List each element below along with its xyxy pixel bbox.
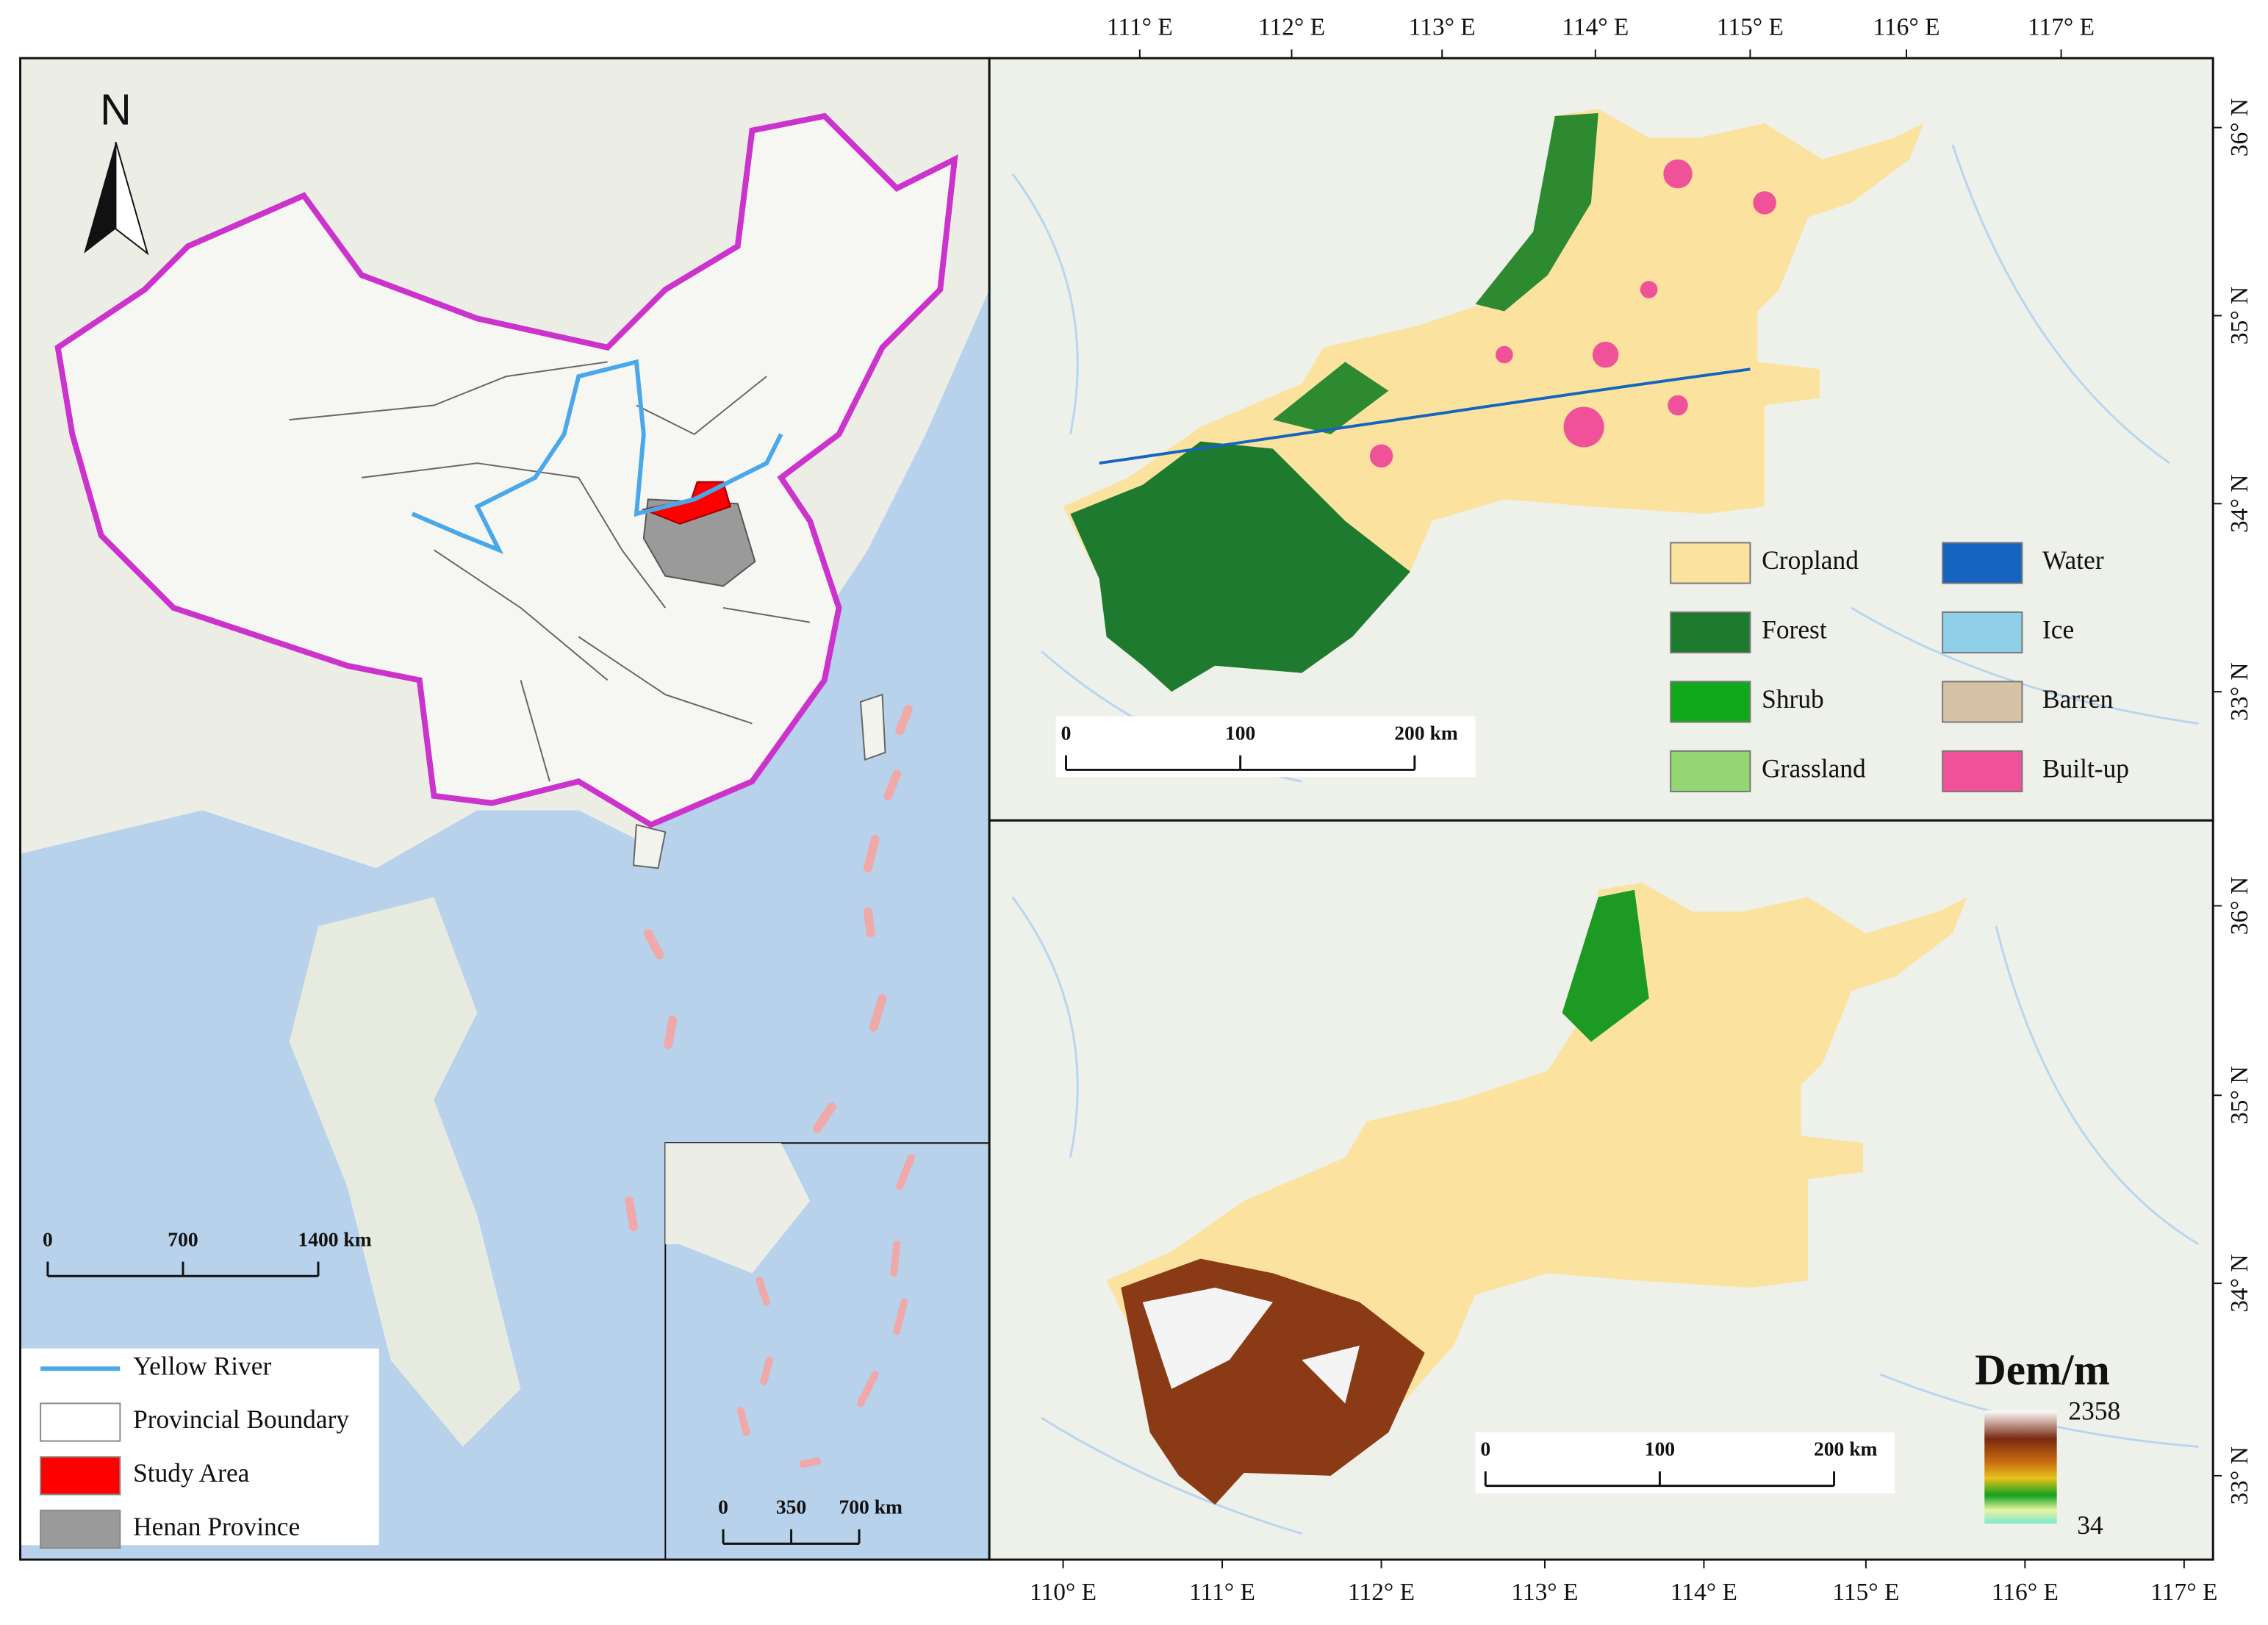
y-axis-label: 34° N [2226, 1254, 2253, 1312]
x-axis-label: 112° E [1348, 1579, 1415, 1606]
x-axis-label: 114° E [1562, 13, 1629, 40]
y-axis-label: 35° N [2226, 287, 2253, 345]
north-label: N [100, 86, 132, 134]
y-axis-label: 34° N [2226, 475, 2253, 533]
yellow-river [411, 359, 783, 554]
legend-label: Study Area [133, 1458, 250, 1488]
y-axis-label: 33° N [2226, 662, 2253, 720]
forest-north [1272, 112, 1598, 434]
x-axis-label: 111° E [1107, 13, 1173, 40]
peaks [1142, 1288, 1360, 1404]
scale-bar-bg [1055, 716, 1476, 778]
y-axis-label: 35° N [2226, 1066, 2253, 1124]
legend-label: Built-up [2042, 754, 2129, 783]
china-outline [54, 112, 958, 828]
y-axis-label: 36° N [2226, 877, 2253, 935]
legend-label: Ice [2042, 615, 2074, 645]
legend-label: Provincial Boundary [133, 1405, 349, 1434]
scale-label: 200 km [1814, 1438, 1878, 1460]
rivers [1011, 144, 2199, 783]
scale-label: 0 [43, 1227, 53, 1250]
legend-label: Forest [1762, 615, 1827, 645]
city [1592, 341, 1619, 368]
x-axis-label: 113° E [1511, 1579, 1578, 1606]
legend-swatch [1942, 681, 2023, 723]
city [1369, 444, 1393, 468]
north-arrow-left [84, 142, 116, 254]
scale-label: 700 [168, 1227, 198, 1250]
taihang-terrain [1562, 889, 1649, 1042]
legend-swatch [40, 1456, 121, 1496]
x-axis-label: 112° E [1258, 13, 1325, 40]
x-axis-label: 117° E [2150, 1579, 2217, 1606]
scale-label: 200 km [1394, 722, 1458, 745]
scale-bar-bg [1475, 1432, 1895, 1493]
legend-label: Cropland [1762, 545, 1859, 575]
city [1663, 159, 1693, 189]
inset-land [665, 1143, 811, 1274]
legend-swatch [1942, 542, 2023, 584]
x-axis-label: 111° E [1189, 1579, 1255, 1606]
legend-label: Grassland [1762, 754, 1866, 783]
dem-legend-min: 34 [2077, 1510, 2103, 1540]
city [1753, 191, 1776, 215]
legend-swatch [1670, 681, 1751, 723]
scale-label: 0 [718, 1495, 728, 1518]
legend-label: Shrub [1762, 684, 1824, 714]
city [1668, 395, 1688, 416]
scale-label: 100 [1645, 1438, 1675, 1460]
landuse-map [989, 58, 2214, 821]
city [1496, 345, 1513, 364]
y-axis-label: 36° N [2226, 98, 2253, 157]
scale-label: 700 km [839, 1495, 903, 1518]
legend-swatch [1670, 611, 1751, 654]
built-up-areas [1369, 159, 1776, 468]
dem-legend-title: Dem/m [1975, 1346, 2110, 1394]
scale-label: 350 [776, 1495, 806, 1518]
legend-swatch [40, 1510, 121, 1549]
north-arrow-right [115, 142, 149, 256]
scale-label: 0 [1480, 1438, 1490, 1460]
x-axis-label: 115° E [1832, 1579, 1899, 1606]
x-axis-label: 117° E [2028, 13, 2095, 40]
inset-nine-dash-line [736, 1153, 915, 1468]
city [1640, 281, 1658, 298]
legend-swatch [1670, 750, 1751, 792]
scale-label: 1400 km [298, 1227, 371, 1250]
legend-label: Water [2042, 545, 2104, 575]
legend-swatch [40, 1402, 121, 1442]
y-axis-label: 33° N [2226, 1446, 2253, 1504]
provincial-boundaries [289, 361, 811, 782]
dem-color-ramp [1984, 1410, 2057, 1524]
rivers [1011, 896, 2200, 1535]
x-axis-label: 115° E [1717, 13, 1784, 40]
legend-label: Yellow River [133, 1351, 271, 1380]
scale-label: 100 [1225, 722, 1255, 745]
dem-legend-max: 2358 [2068, 1396, 2120, 1425]
x-axis-label: 114° E [1671, 1579, 1737, 1606]
overview-map [20, 58, 990, 1560]
dem-frame [988, 819, 2214, 1561]
legend-swatch [1942, 611, 2023, 654]
legend-label: Henan Province [133, 1512, 300, 1541]
x-axis-label: 110° E [1030, 1579, 1097, 1606]
legend-swatch [1670, 542, 1751, 584]
city [1563, 406, 1604, 448]
scale-label: 0 [1061, 722, 1072, 745]
legend-label: Barren [2042, 684, 2114, 714]
legend-swatch [1942, 750, 2023, 792]
forest-area [1070, 441, 1410, 692]
x-axis-label: 116° E [1873, 13, 1939, 40]
islands [632, 693, 886, 869]
yellow-river-course [1099, 367, 1751, 465]
peninsula [289, 897, 521, 1447]
x-axis-label: 116° E [1992, 1579, 2059, 1606]
x-axis-label: 113° E [1409, 13, 1476, 40]
nine-dash-line [625, 704, 913, 1232]
